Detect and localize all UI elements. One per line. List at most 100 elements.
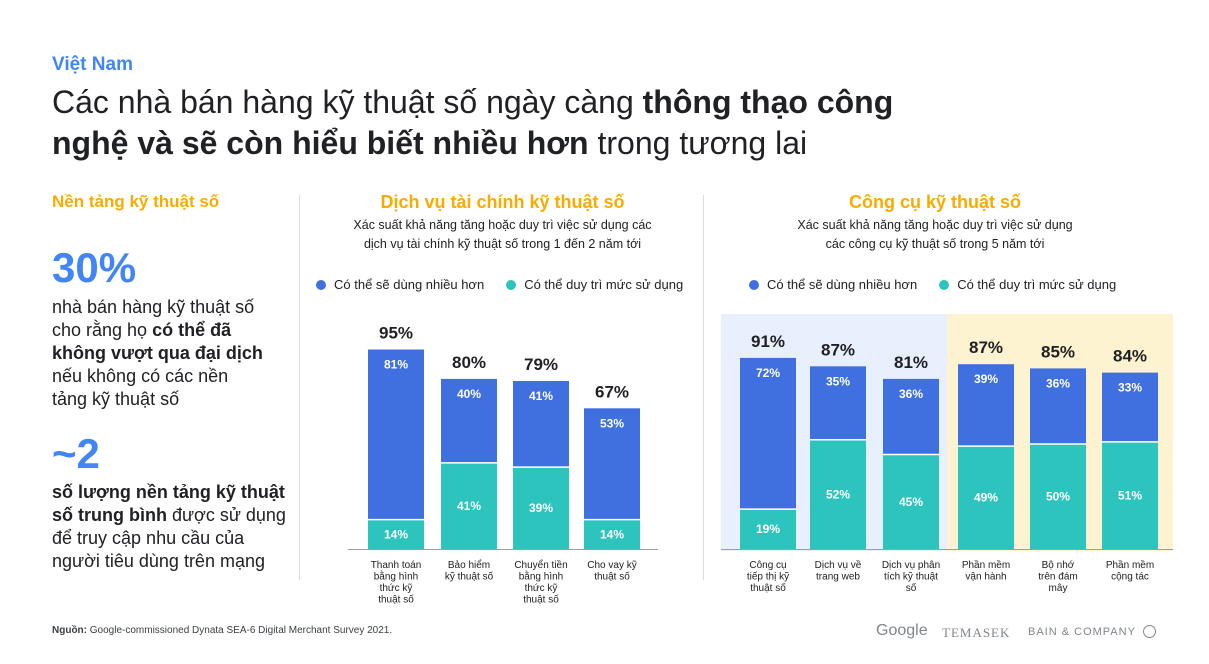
divider-left xyxy=(299,195,300,580)
left-heading: Nền tảng kỹ thuật số xyxy=(52,192,220,211)
category-label: thuật số xyxy=(523,594,559,606)
source-note: Nguồn: Google-commissioned Dynata SEA-6 … xyxy=(52,625,393,636)
page-title: Các nhà bán hàng kỹ thuật số ngày càng t… xyxy=(52,84,894,161)
bar-segment-maintain xyxy=(368,519,424,549)
chart2-title: Công cụ kỹ thuật số xyxy=(848,192,1021,212)
chart2-subtitle: Xác suất khả năng tăng hoặc duy trì việc… xyxy=(797,218,1073,251)
data-label-total: 80% xyxy=(452,353,486,372)
stat2-description: số lượng nền tảng kỹ thuật số trung bình… xyxy=(52,482,286,571)
data-label-maintain: 14% xyxy=(384,527,408,541)
chart1-title: Dịch vụ tài chính kỹ thuật số xyxy=(380,192,625,212)
category-label: Phần mềm xyxy=(1106,559,1154,571)
category-label: tiếp thị kỹ xyxy=(747,571,789,583)
category-label: số xyxy=(906,582,917,594)
data-label-maintain: 41% xyxy=(457,499,481,513)
bar-segment-more xyxy=(740,357,796,510)
category-label: thức kỹ xyxy=(525,583,558,594)
bar-segment-maintain xyxy=(441,462,497,549)
data-label-more: 33% xyxy=(1118,381,1142,395)
category-label: Dịch vụ về xyxy=(815,559,862,571)
chart1-legend: Có thể sẽ dùng nhiều hơn Có thể duy trì … xyxy=(316,277,705,292)
data-label-maintain: 45% xyxy=(899,495,923,509)
data-label-maintain: 50% xyxy=(1046,490,1070,504)
data-label-total: 87% xyxy=(821,340,855,359)
category-label: Bảo hiểm xyxy=(448,559,490,571)
data-label-total: 91% xyxy=(751,332,785,351)
data-label-total: 67% xyxy=(595,382,629,401)
category-label: bằng hình xyxy=(374,570,419,583)
bar-segment-more xyxy=(1030,368,1086,444)
bar-segment-more xyxy=(584,408,640,520)
data-label-maintain: 49% xyxy=(974,491,998,505)
bain-circle-icon xyxy=(1143,625,1156,638)
data-label-total: 81% xyxy=(894,353,928,372)
bar-segment-more xyxy=(441,378,497,463)
category-label: Phần mềm xyxy=(962,559,1010,571)
category-label: vận hành xyxy=(965,572,1006,583)
country-label: Việt Nam xyxy=(52,54,133,75)
data-label-more: 35% xyxy=(826,374,850,388)
chart1-subtitle: Xác suất khả năng tăng hoặc duy trì việc… xyxy=(353,218,652,251)
category-label: thuật số xyxy=(750,582,786,594)
data-label-total: 87% xyxy=(969,338,1003,357)
bar-segment-maintain xyxy=(1102,441,1158,549)
bar-segment-maintain xyxy=(883,454,939,549)
bar-segment-more xyxy=(513,381,569,468)
google-logo: Google xyxy=(876,622,928,639)
divider-right xyxy=(703,195,704,580)
data-label-total: 79% xyxy=(524,355,558,374)
category-label: cộng tác xyxy=(1111,572,1149,583)
category-label: Bộ nhớ xyxy=(1042,560,1075,571)
data-label-maintain: 39% xyxy=(529,501,553,515)
data-label-total: 95% xyxy=(379,324,413,343)
data-label-more: 36% xyxy=(899,387,923,401)
data-label-maintain: 52% xyxy=(826,487,850,501)
bar-segment-maintain xyxy=(584,519,640,549)
category-label: Chuyển tiền xyxy=(514,559,567,571)
legend-dot-maintain xyxy=(939,279,950,290)
data-label-more: 72% xyxy=(756,366,780,380)
category-label: bằng hình xyxy=(519,570,564,583)
bar-segment-maintain xyxy=(810,439,866,549)
category-label: thức kỹ xyxy=(380,583,413,594)
data-label-maintain: 19% xyxy=(756,522,780,536)
category-label: Dịch vụ phân xyxy=(882,560,940,571)
stat1-description: nhà bán hàng kỹ thuật số cho rằng họ có … xyxy=(52,297,263,409)
stat-platform-count: ~2 xyxy=(52,430,100,477)
category-label: trên đám xyxy=(1038,572,1077,583)
bar-segment-maintain xyxy=(958,446,1014,549)
data-label-more: 53% xyxy=(600,416,624,430)
category-label: Thanh toán xyxy=(371,560,422,571)
data-label-more: 39% xyxy=(974,372,998,386)
category-label: Cho vay kỹ xyxy=(587,560,636,571)
bar-segment-maintain xyxy=(513,467,569,549)
bar-segment-maintain xyxy=(740,509,796,549)
chart2-legend: Có thể sẽ dùng nhiều hơn Có thể duy trì … xyxy=(749,277,1138,292)
temasek-logo: TEMASEK xyxy=(942,625,1011,640)
bain-logo: BAIN & COMPANY xyxy=(1028,626,1136,638)
data-label-more: 81% xyxy=(384,358,408,372)
stat-30-percent: 30% xyxy=(52,244,137,291)
category-label: Công cụ xyxy=(749,560,786,571)
category-label: thuật số xyxy=(594,571,630,583)
bar-segment-more xyxy=(368,349,424,520)
category-label: mây xyxy=(1049,583,1068,594)
category-label: trang web xyxy=(816,572,860,583)
data-label-maintain: 51% xyxy=(1118,488,1142,502)
bar-segment-more xyxy=(810,366,866,440)
category-label: kỹ thuật số xyxy=(445,571,494,583)
data-label-total: 84% xyxy=(1113,347,1147,366)
data-label-more: 36% xyxy=(1046,376,1070,390)
legend-dot-more xyxy=(749,279,759,290)
bar-segment-more xyxy=(958,364,1014,447)
bar-segment-more xyxy=(1102,372,1158,442)
data-label-maintain: 14% xyxy=(600,527,624,541)
bar-segment-more xyxy=(883,378,939,455)
category-label: thuật số xyxy=(378,594,414,606)
category-label: tích kỹ thuật xyxy=(884,572,938,583)
legend-dot-maintain xyxy=(506,279,517,290)
data-label-more: 41% xyxy=(529,389,553,403)
data-label-more: 40% xyxy=(457,387,481,401)
data-label-total: 85% xyxy=(1041,342,1075,361)
